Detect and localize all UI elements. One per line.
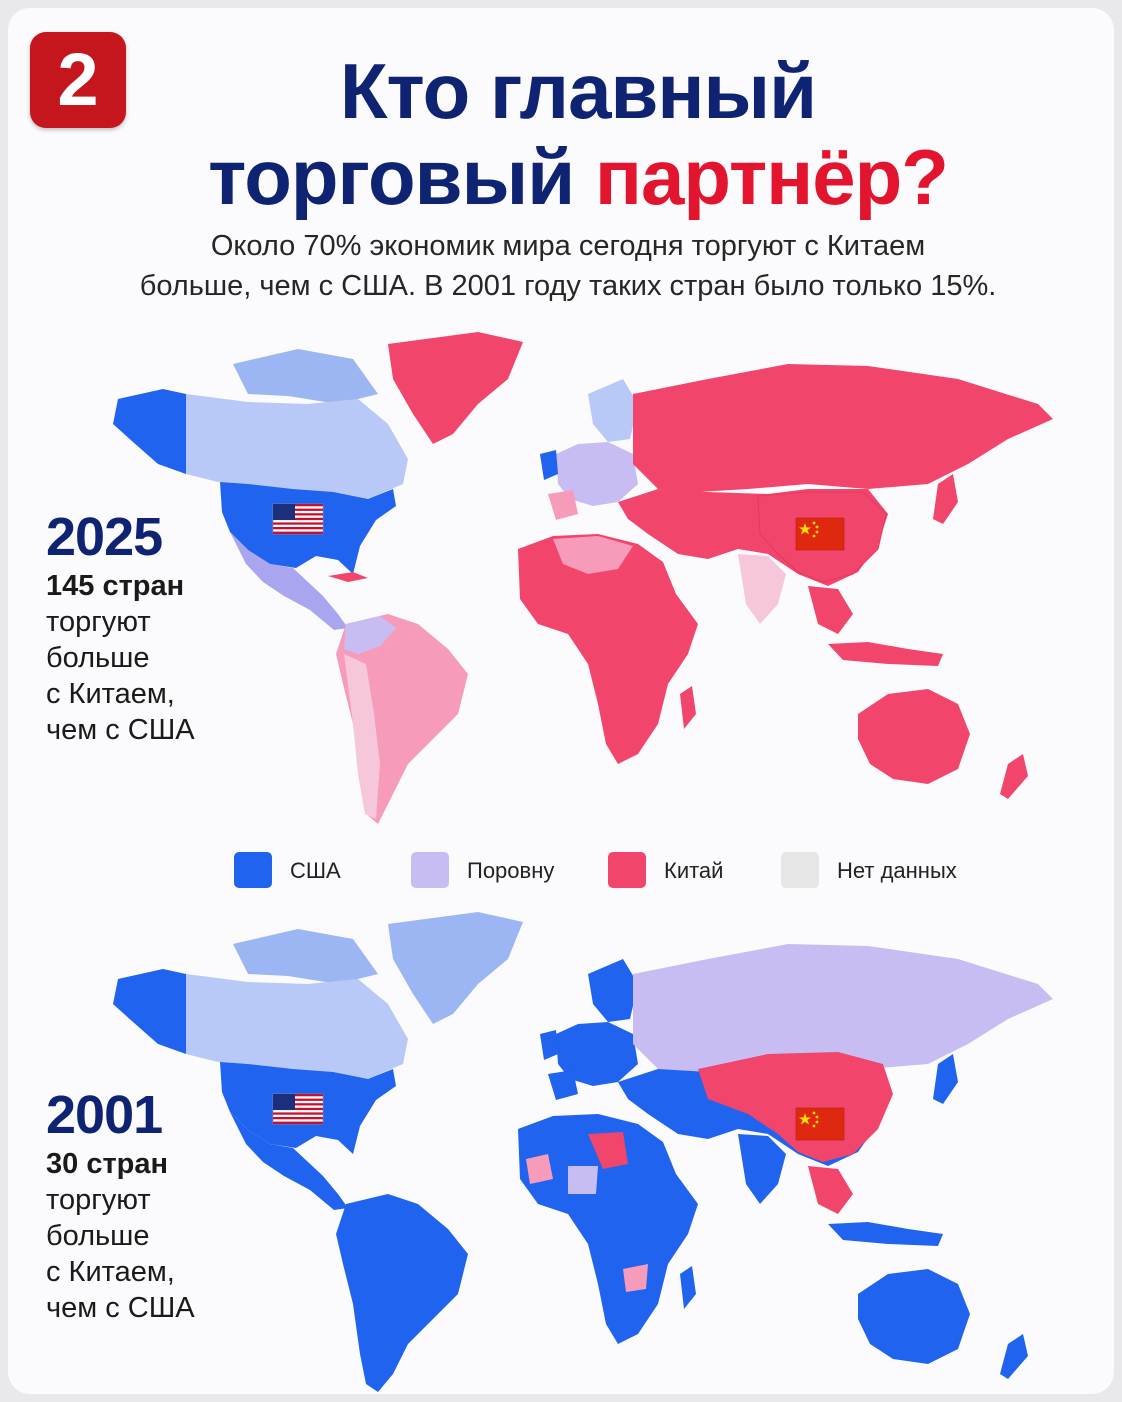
india: [738, 1134, 786, 1204]
legend-label: Китай: [664, 858, 724, 883]
year-2001-line: чем с США: [46, 1292, 195, 1324]
legend-swatch-equal: [411, 852, 449, 888]
alaska: [113, 969, 186, 1054]
iberia: [548, 490, 578, 520]
title-word-partner: партнёр?: [594, 133, 949, 221]
year-2025-line: торгуют: [46, 606, 151, 638]
canada: [186, 394, 408, 499]
title-word-torgovy: торговый: [208, 133, 575, 221]
year-2001-line: торгуют: [46, 1184, 151, 1216]
new-zealand: [1000, 754, 1028, 799]
subtitle-line-2: больше, чем с США. В 2001 году таких стр…: [139, 270, 997, 302]
japan: [933, 474, 958, 524]
map-legend: США Поровну Китай Нет данных: [8, 850, 1114, 894]
australia: [858, 689, 970, 784]
china-flag-icon: [795, 517, 845, 551]
southeast-asia: [808, 1166, 853, 1214]
russia: [633, 364, 1053, 492]
year-2001-label: 2001: [46, 1085, 163, 1145]
canada-arctic: [233, 929, 378, 984]
madagascar: [680, 686, 696, 729]
canada-arctic: [233, 349, 378, 404]
mexico: [230, 532, 348, 630]
year-2001-line: 30 стран: [46, 1148, 169, 1180]
legend-label: Поровну: [467, 858, 555, 883]
africa-mixed-3: [568, 1166, 598, 1194]
year-2025-line: с Китаем,: [46, 678, 175, 710]
africa: [518, 534, 698, 764]
greenland: [388, 332, 523, 444]
japan: [933, 1054, 958, 1104]
africa-mixed-2: [526, 1154, 553, 1184]
europe-west: [556, 1022, 638, 1086]
new-zealand: [1000, 1334, 1028, 1379]
north-africa-light: [553, 536, 633, 574]
legend-label: Нет данных: [837, 858, 957, 883]
canada: [186, 974, 408, 1079]
china-flag-icon: [795, 1107, 845, 1141]
world-map-2025: [113, 332, 1053, 824]
slide-number-badge: 2: [30, 32, 126, 128]
legend-label: США: [290, 858, 341, 883]
africa-mixed-1: [588, 1132, 628, 1169]
uk: [540, 1030, 558, 1060]
australia: [858, 1269, 970, 1364]
title-line-1: Кто главный: [339, 47, 817, 135]
caribbean: [328, 572, 368, 582]
southeast-asia: [808, 586, 853, 634]
year-2025-line: 145 стран: [46, 570, 185, 602]
uk: [540, 450, 558, 480]
alaska: [113, 389, 186, 474]
madagascar: [680, 1266, 696, 1309]
indonesia: [828, 642, 943, 666]
legend-swatch-china: [608, 852, 646, 888]
year-2025-description: 145 стран торгуют больше с Китаем, чем с…: [46, 568, 195, 748]
south-america-west: [344, 654, 380, 819]
africa: [518, 1114, 698, 1344]
indonesia: [828, 1222, 943, 1246]
world-map-2001: [113, 912, 1053, 1392]
russia: [633, 944, 1053, 1072]
scandinavia: [588, 959, 638, 1022]
us-flag-icon: [272, 1093, 324, 1125]
greenland: [388, 912, 523, 1024]
year-2001-line: с Китаем,: [46, 1256, 175, 1288]
scandinavia: [588, 379, 638, 442]
europe-west: [556, 442, 638, 506]
subtitle-line-1: Около 70% экономик мира сегодня торгуют …: [210, 230, 926, 262]
iberia: [548, 1070, 578, 1100]
legend-swatch-no-data: [781, 852, 819, 888]
africa-mixed-4: [623, 1264, 648, 1292]
legend-swatch-usa: [234, 852, 272, 888]
year-2001-line: больше: [46, 1220, 150, 1252]
mexico: [230, 1112, 348, 1210]
colombia-venezuela: [344, 616, 396, 654]
us-flag-icon: [272, 503, 324, 535]
year-2025-line: чем с США: [46, 714, 195, 746]
year-2025-line: больше: [46, 642, 150, 674]
year-2025-label: 2025: [46, 507, 163, 567]
south-america: [336, 1194, 468, 1392]
india: [738, 554, 786, 624]
infographic-card: 2 Кто главный торговый партнёр? Около 70…: [8, 8, 1114, 1394]
year-2001-description: 30 стран торгуют больше с Китаем, чем с …: [46, 1146, 195, 1326]
title-line-2: торговый партнёр?: [138, 134, 1018, 220]
